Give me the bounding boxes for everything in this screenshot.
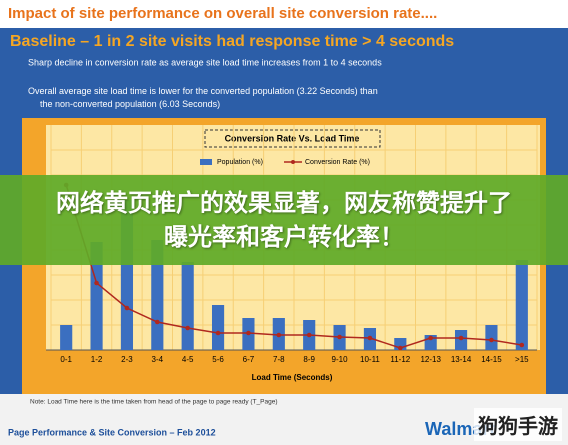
page-title: Impact of site performance on overall si… bbox=[8, 5, 437, 22]
x-tick-label: 4-5 bbox=[182, 355, 194, 364]
title-box bbox=[204, 129, 381, 148]
bar bbox=[515, 260, 528, 350]
bar bbox=[90, 242, 103, 350]
point bbox=[458, 335, 464, 341]
x-tick-label: 14-15 bbox=[481, 355, 502, 364]
x-tick-label: 10-11 bbox=[360, 355, 380, 364]
x-axis-label: Load Time (Seconds) bbox=[252, 373, 333, 382]
bar bbox=[485, 325, 498, 350]
point bbox=[185, 325, 190, 331]
legend-swatch bbox=[200, 159, 212, 165]
x-tick-label: 3-4 bbox=[152, 355, 164, 364]
point bbox=[124, 305, 130, 311]
x-tick-label: 7-8 bbox=[273, 355, 285, 364]
line bbox=[65, 184, 522, 349]
x-tick-label: 8-9 bbox=[303, 355, 315, 364]
x-tick-label: 1-2 bbox=[91, 355, 103, 364]
x-tick-label: 11-12 bbox=[390, 355, 410, 364]
point bbox=[337, 334, 342, 340]
point bbox=[489, 337, 494, 343]
bullet: Sharp decline in conversion rate as aver… bbox=[28, 57, 382, 67]
slide-heading: Baseline – 1 in 2 site visits had respon… bbox=[10, 33, 454, 50]
banner-line: 曝光率和客户转化率！ bbox=[164, 223, 404, 251]
point bbox=[367, 335, 373, 341]
x-tick-label: 13-14 bbox=[451, 355, 472, 364]
x-tick-label: 6-7 bbox=[243, 355, 255, 364]
note: Note: Load Time here is the time taken f… bbox=[30, 399, 278, 406]
footer-background bbox=[0, 394, 568, 445]
x-tick-label: 2-3 bbox=[121, 355, 133, 364]
legend-label: Population (%) bbox=[217, 159, 263, 166]
point bbox=[428, 335, 433, 341]
x-tick-label: 12-13 bbox=[420, 355, 441, 364]
x-tick-label: 0-1 bbox=[60, 355, 72, 364]
point bbox=[306, 332, 312, 338]
bullet: Overall average site load time is lower … bbox=[28, 86, 378, 109]
legend-marker bbox=[291, 160, 295, 164]
point bbox=[519, 342, 525, 348]
watermark: 狗狗手游 bbox=[474, 408, 562, 441]
bar bbox=[181, 262, 194, 350]
banner: 网络黄页推广的效果显著，网友称赞提升了 曝光率和客户转化率！ bbox=[0, 175, 568, 265]
point bbox=[276, 332, 282, 338]
x-tick-label: 9-10 bbox=[332, 355, 349, 364]
banner-line: 网络黄页推广的效果显著，网友称赞提升了 bbox=[56, 189, 512, 217]
point bbox=[155, 319, 160, 325]
point bbox=[246, 330, 251, 336]
footer: Page Performance & Site Conversion – Feb… bbox=[8, 427, 216, 437]
point bbox=[398, 345, 403, 351]
chart-title: Conversion Rate Vs. Load Time bbox=[225, 133, 360, 143]
point bbox=[215, 330, 221, 336]
bar bbox=[60, 325, 73, 350]
legend-label: Conversion Rate (%) bbox=[305, 159, 370, 166]
point bbox=[94, 280, 99, 286]
x-tick-label: >15 bbox=[515, 355, 529, 364]
bar bbox=[211, 305, 225, 350]
x-tick-label: 5-6 bbox=[212, 355, 224, 364]
